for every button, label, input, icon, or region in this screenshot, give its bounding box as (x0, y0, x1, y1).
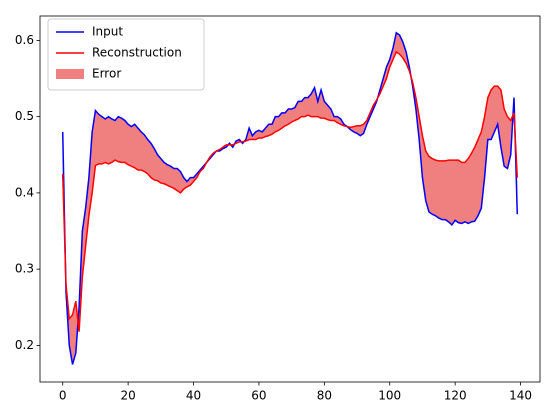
x-tick-label: 20 (120, 389, 135, 403)
legend-label: Input (92, 25, 123, 39)
legend-label: Reconstruction (92, 46, 182, 60)
x-tick-label: 40 (186, 389, 201, 403)
legend-box (47, 18, 205, 91)
x-tick-label: 120 (444, 389, 467, 403)
x-tick-label: 60 (251, 389, 266, 403)
legend-swatch (56, 69, 84, 79)
x-tick-label: 100 (378, 389, 401, 403)
legend-label: Error (92, 67, 121, 81)
x-tick-label: 80 (317, 389, 332, 403)
x-tick-label: 140 (509, 389, 532, 403)
plot-frame (39, 15, 541, 383)
y-tick-label: 0.3 (15, 262, 34, 276)
x-tick-label: 0 (59, 389, 67, 403)
y-tick-label: 0.5 (15, 109, 34, 123)
series-line (61, 50, 519, 332)
y-tick-label: 0.4 (15, 185, 34, 199)
y-tick-label: 0.2 (15, 338, 34, 352)
error-fill (62, 32, 518, 365)
series-line (61, 31, 519, 365)
y-tick-label: 0.6 (15, 33, 34, 47)
